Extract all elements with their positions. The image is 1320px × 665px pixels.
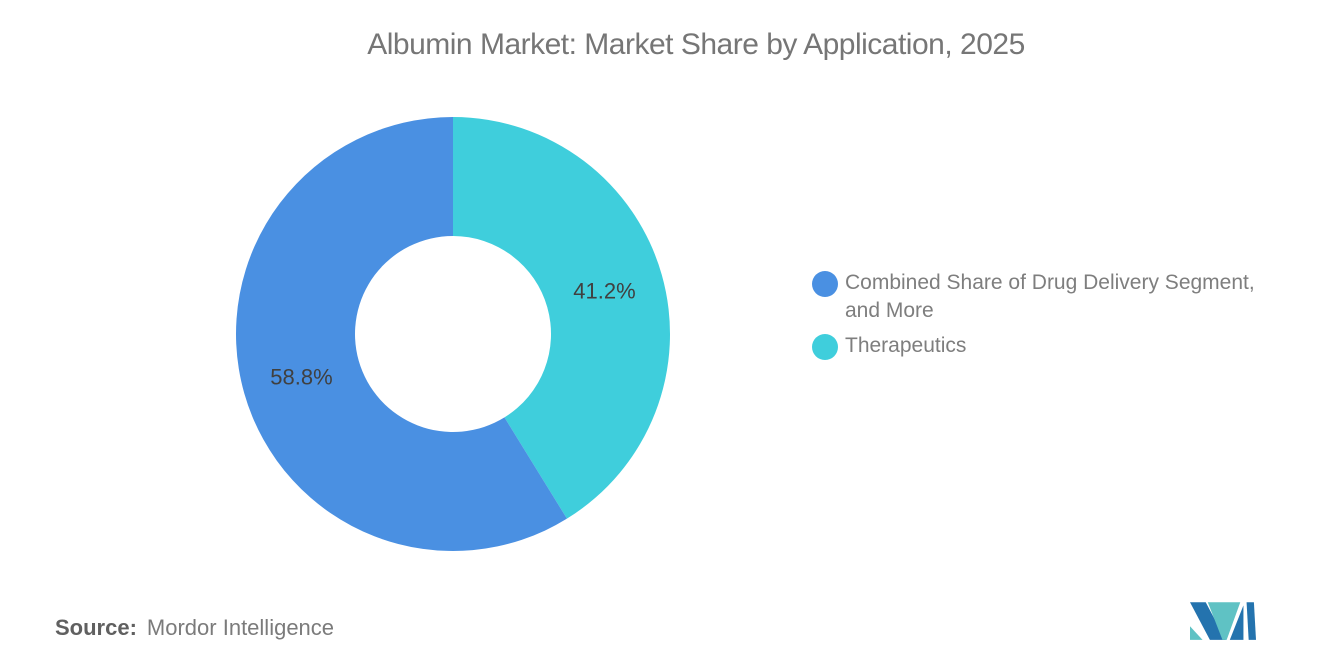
legend: Combined Share of Drug Delivery Segment,… [812, 269, 1312, 367]
legend-label-therapeutics: Therapeutics [845, 332, 966, 360]
chart-title: Albumin Market: Market Share by Applicat… [367, 28, 1025, 61]
donut-slice-therapeutics[interactable] [453, 117, 671, 519]
logo-shape [1190, 602, 1226, 640]
logo-shape [1207, 602, 1241, 640]
slice-label-drug-delivery: 58.8% [270, 365, 332, 390]
legend-label-line: Combined Share of Drug Delivery Segment, [845, 271, 1255, 294]
donut-slice-drug-delivery[interactable] [236, 117, 567, 551]
slice-label-therapeutics: 41.2% [573, 279, 635, 304]
logo-shape [1190, 626, 1203, 640]
legend-swatch-drug-delivery-icon [812, 271, 838, 297]
source-prefix: Source: [55, 615, 137, 640]
logo-shape [1246, 602, 1256, 640]
legend-label-drug-delivery: Combined Share of Drug Delivery Segment,… [845, 269, 1255, 325]
legend-swatch-therapeutics-icon [812, 334, 838, 360]
legend-item-therapeutics[interactable]: Therapeutics [812, 332, 1312, 360]
legend-label-line: and More [845, 299, 934, 322]
legend-item-drug-delivery[interactable]: Combined Share of Drug Delivery Segment,… [812, 269, 1312, 325]
donut-slices [236, 117, 671, 551]
source-name: Mordor Intelligence [146, 615, 335, 640]
legend-label-line: Therapeutics [845, 334, 967, 357]
source-row: Source: Mordor Intelligence [55, 615, 334, 641]
donut-chart: 58.8% 41.2% [236, 117, 671, 551]
mordor-intelligence-logo [1190, 602, 1256, 640]
